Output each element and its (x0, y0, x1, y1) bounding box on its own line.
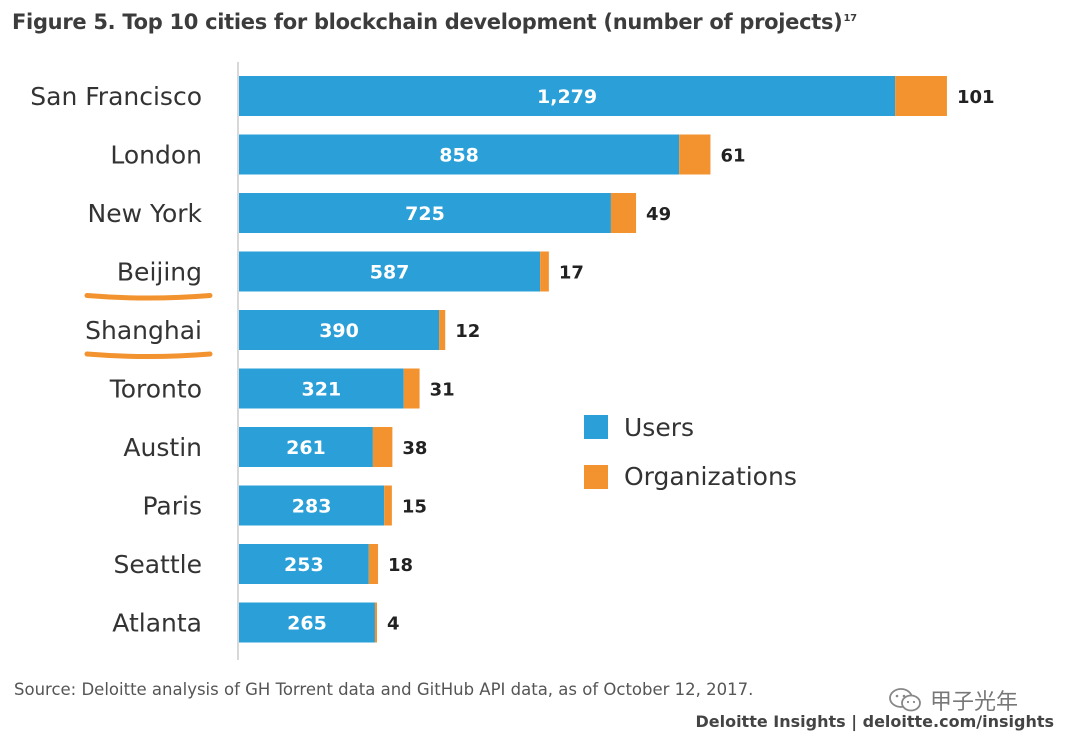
organizations-value-label: 17 (559, 263, 584, 284)
users-value-label: 265 (287, 613, 327, 635)
bar-users (239, 368, 404, 409)
bar-users (239, 427, 373, 467)
bar-organizations (374, 602, 377, 643)
users-value-label: 253 (284, 554, 324, 576)
legend-swatch-organizations (584, 465, 608, 489)
wechat-icon (889, 688, 921, 712)
bar-organizations (403, 368, 420, 409)
category-label: Seattle (113, 550, 202, 579)
bar-organizations (679, 134, 711, 175)
legend-swatch-users (584, 415, 608, 439)
brand-footer: Deloitte Insights | deloitte.com/insight… (695, 712, 1054, 731)
category-label: Paris (142, 492, 202, 521)
organizations-value-label: 101 (957, 87, 995, 108)
users-value-label: 321 (302, 379, 342, 401)
bar-users (239, 251, 541, 292)
users-value-label: 858 (439, 145, 479, 167)
category-label: Toronto (109, 375, 202, 404)
bar-users (239, 544, 369, 584)
bar-users (239, 602, 375, 643)
bar-users (239, 193, 611, 233)
bar-organizations (384, 485, 392, 526)
users-value-label: 1,279 (537, 86, 597, 108)
category-label: Austin (123, 433, 202, 462)
watermark: 甲子光年 (888, 684, 1018, 716)
organizations-value-label: 31 (430, 380, 455, 401)
source-note: Source: Deloitte analysis of GH Torrent … (14, 680, 754, 699)
users-value-label: 725 (405, 203, 445, 225)
category-label: New York (88, 199, 203, 228)
bar-organizations (372, 427, 393, 467)
highlight-underline (84, 293, 213, 301)
users-value-label: 587 (370, 262, 410, 284)
bar-organizations (439, 310, 446, 350)
category-label: Atlanta (112, 609, 202, 638)
category-label: London (110, 141, 202, 170)
bar-organizations (368, 544, 379, 584)
category-label: Beijing (117, 258, 202, 287)
chart-title: Figure 5. Top 10 cities for blockchain d… (12, 10, 857, 34)
bar-users (239, 134, 680, 175)
organizations-value-label: 12 (455, 321, 480, 342)
bar-users (239, 485, 385, 526)
organizations-value-label: 15 (402, 497, 427, 518)
bar-organizations (895, 76, 947, 116)
organizations-value-label: 4 (387, 614, 400, 635)
organizations-value-label: 18 (388, 555, 413, 576)
highlight-underline (84, 351, 213, 359)
bar-organizations (540, 251, 549, 292)
organizations-value-label: 61 (720, 146, 745, 167)
legend-label-organizations: Organizations (624, 462, 797, 491)
users-value-label: 390 (319, 320, 359, 342)
bar-users (239, 310, 440, 350)
legend-label-users: Users (624, 413, 694, 442)
stacked-bar-chart: San Francisco 1,279 101 London 858 61 New York… (30, 62, 995, 660)
watermark-text: 甲子光年 (930, 690, 1019, 715)
category-label: San Francisco (30, 82, 202, 111)
category-label: Shanghai (85, 316, 202, 345)
users-value-label: 283 (292, 496, 332, 518)
organizations-value-label: 49 (646, 204, 671, 225)
bar-organizations (610, 193, 637, 233)
users-value-label: 261 (286, 437, 326, 459)
organizations-value-label: 38 (402, 438, 427, 459)
bar-users (239, 76, 896, 116)
title-footnote: 17 (843, 13, 857, 24)
